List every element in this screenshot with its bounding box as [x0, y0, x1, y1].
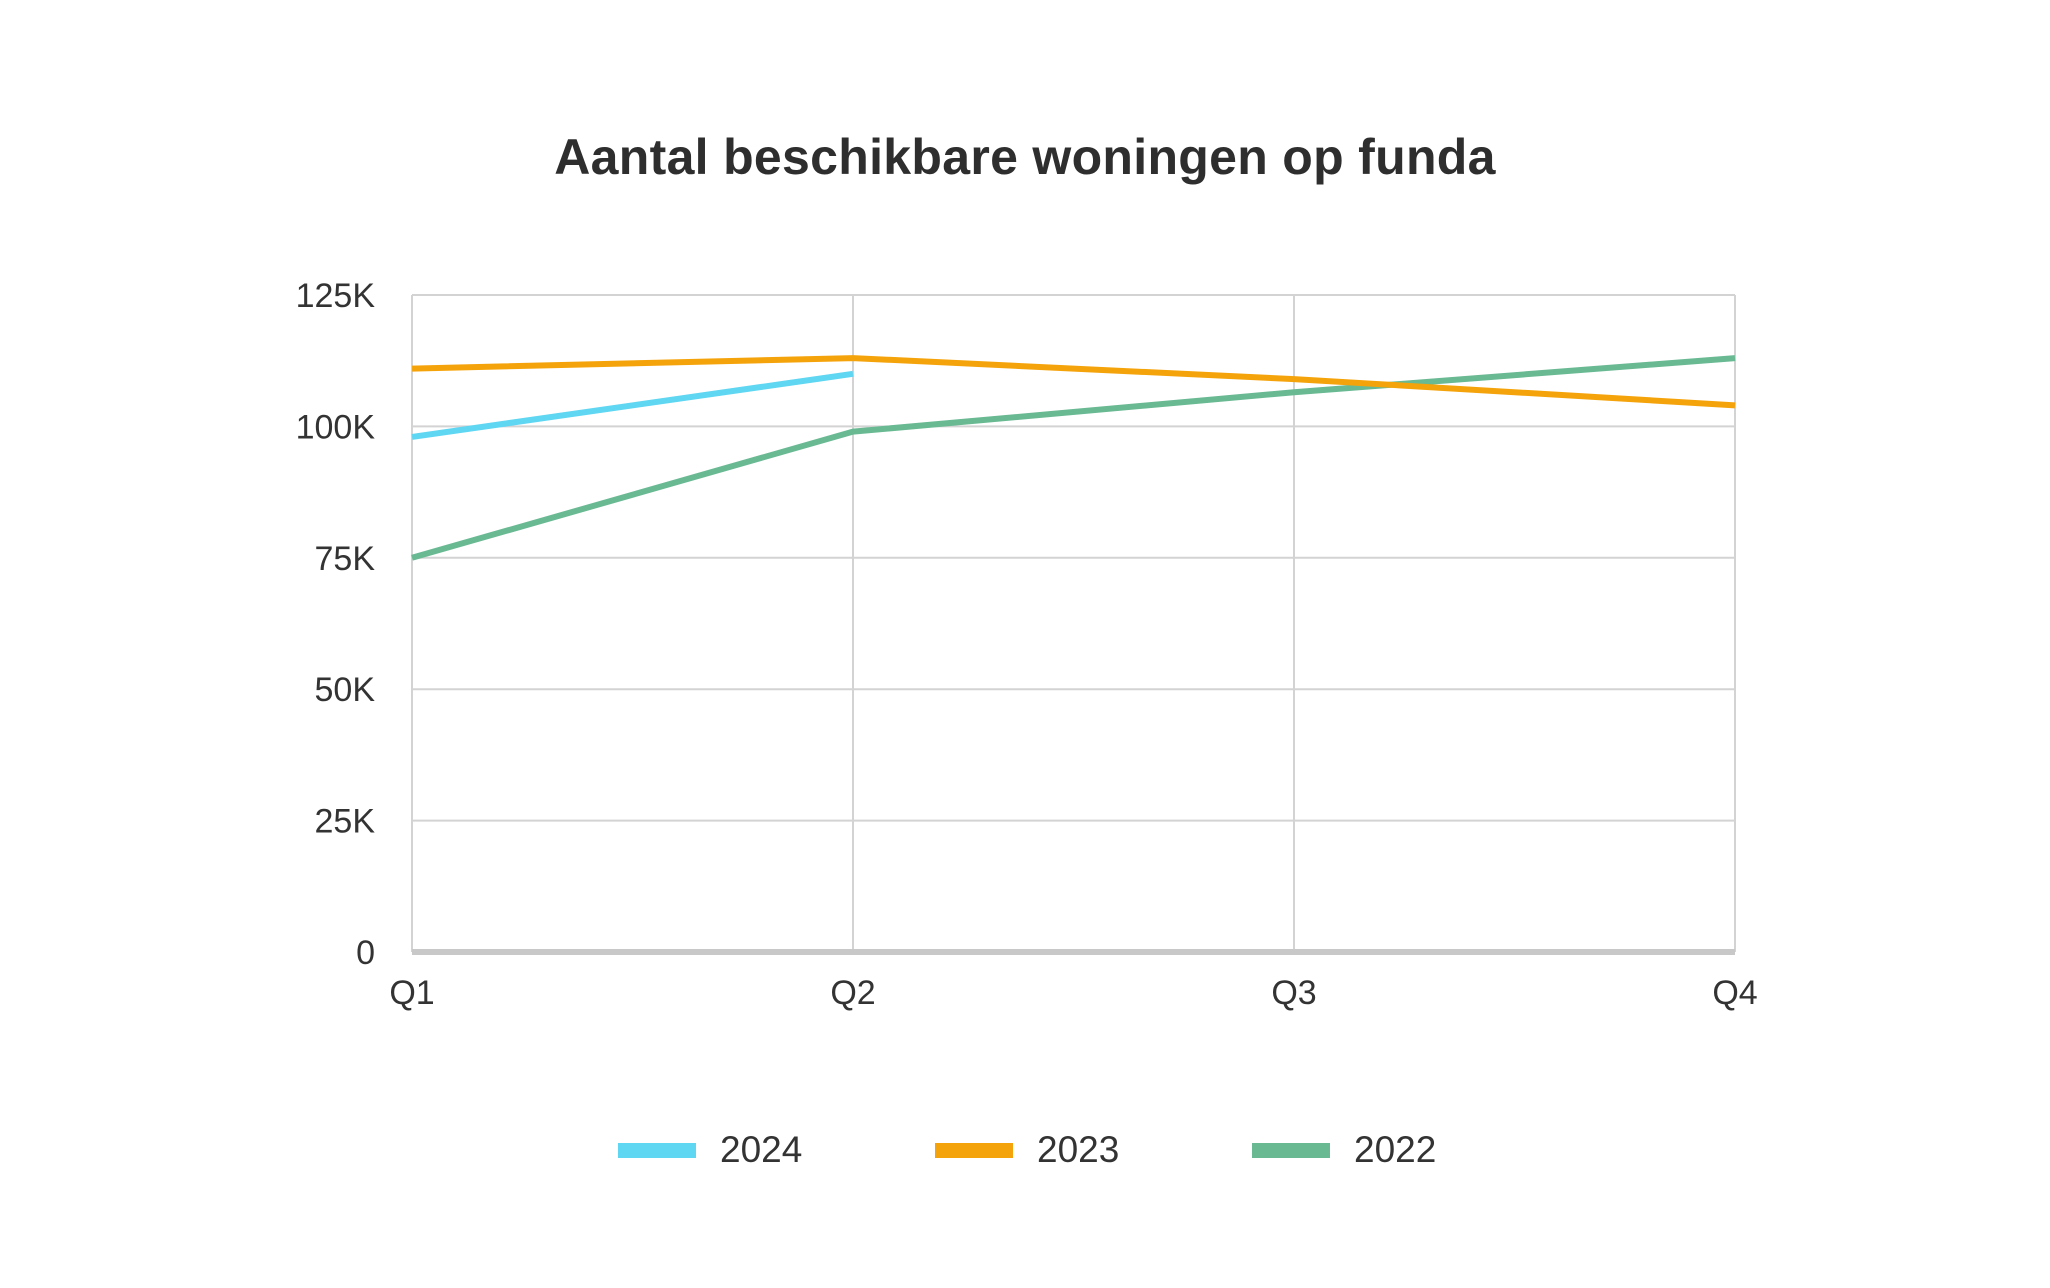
tick-labels: 0 25K 50K 75K 100K 125K Q1 Q2 Q3 Q4: [296, 277, 1758, 1012]
legend-swatch: [1252, 1142, 1330, 1158]
x-tick-label: Q4: [1712, 974, 1757, 1012]
legend-label: 2024: [720, 1129, 803, 1170]
y-tick-label: 100K: [296, 408, 376, 446]
legend-label: 2022: [1354, 1129, 1437, 1170]
y-tick-label: 125K: [296, 277, 376, 315]
legend-label: 2023: [1037, 1129, 1120, 1170]
series-lines: [411, 355, 1736, 561]
x-tick-label: Q1: [389, 974, 434, 1012]
legend: 2024 2023 2022: [0, 1120, 2050, 1180]
y-tick-label: 25K: [315, 803, 376, 841]
legend-swatch: [618, 1142, 696, 1158]
series-line-2022: [411, 355, 1736, 561]
legend-item-2024: 2024: [618, 1120, 802, 1180]
y-tick-label: 50K: [315, 671, 376, 709]
x-tick-label: Q3: [1271, 974, 1316, 1012]
legend-item-2022: 2022: [1252, 1120, 1436, 1180]
y-tick-label: 75K: [315, 540, 376, 578]
legend-item-2023: 2023: [935, 1120, 1119, 1180]
chart-title: Aantal beschikbare woningen op funda: [554, 129, 1496, 185]
x-tick-label: Q2: [830, 974, 875, 1012]
series-line-2023: [411, 355, 1736, 409]
y-tick-label: 0: [356, 934, 375, 972]
series-line-2024: [411, 370, 854, 440]
legend-swatch: [935, 1142, 1013, 1158]
